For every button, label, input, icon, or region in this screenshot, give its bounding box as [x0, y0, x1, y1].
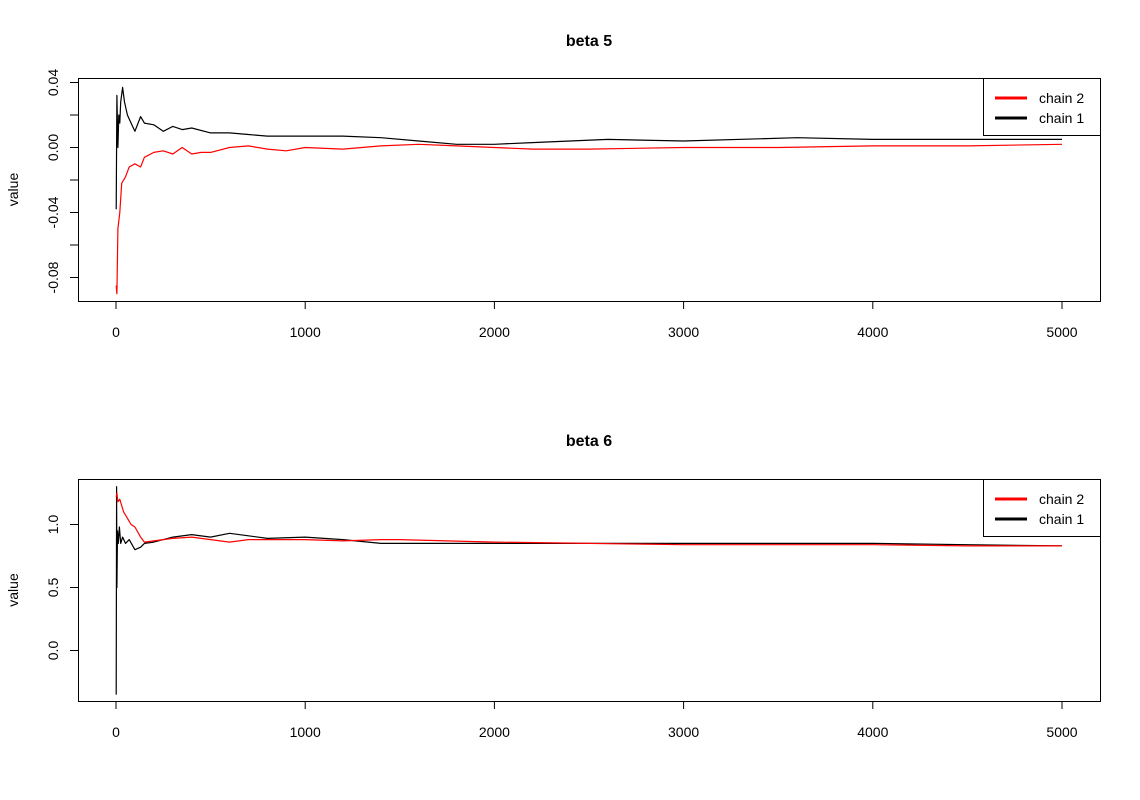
x-tick-label: 1000 — [290, 324, 321, 340]
y-axis-label: value — [5, 173, 21, 207]
chart-title: beta 6 — [566, 433, 612, 450]
y-tick-label: 1.0 — [45, 515, 61, 535]
chart-title: beta 5 — [566, 33, 612, 50]
series-line-chain-2 — [115, 143, 1063, 295]
x-tick-label: 5000 — [1046, 724, 1077, 740]
series-line-chain-1 — [115, 86, 1062, 210]
plot-frame — [78, 479, 1101, 702]
x-tick-label: 0 — [112, 724, 120, 740]
y-axis-label: value — [5, 573, 21, 607]
y-tick-label: 0.0 — [45, 641, 61, 661]
x-tick-label: 2000 — [479, 324, 510, 340]
series-line-chain-2 — [115, 492, 1062, 547]
x-tick-label: 3000 — [668, 724, 699, 740]
plot-frame — [78, 78, 1101, 302]
series-line-chain-1 — [115, 486, 1063, 695]
x-tick-label: 0 — [112, 324, 120, 340]
x-tick-label: 4000 — [857, 724, 888, 740]
x-tick-label: 4000 — [857, 324, 888, 340]
y-tick-label: 0.00 — [45, 134, 61, 161]
x-tick-label: 3000 — [668, 324, 699, 340]
x-tick-label: 5000 — [1046, 324, 1077, 340]
x-tick-label: 2000 — [479, 724, 510, 740]
panel-beta-5: beta 5 value 0 1000 2000 3000 4000 5000 -0.08 -0.… — [5, 33, 1101, 340]
legend-label: chain 2 — [1039, 90, 1084, 106]
x-tick-label: 1000 — [290, 724, 321, 740]
panel-beta-6: beta 6 value 0 1000 2000 3000 4000 5000 0.0 0.5 1.… — [5, 433, 1101, 740]
y-tick-label: -0.08 — [45, 261, 61, 293]
y-tick-label: -0.04 — [45, 196, 61, 228]
legend-label: chain 1 — [1039, 110, 1084, 126]
legend-box — [983, 479, 1101, 537]
y-tick-label: 0.5 — [45, 578, 61, 598]
y-tick-label: 0.04 — [45, 69, 61, 96]
legend-label: chain 2 — [1039, 491, 1084, 507]
legend-box — [983, 78, 1101, 136]
legend-label: chain 1 — [1039, 511, 1084, 527]
